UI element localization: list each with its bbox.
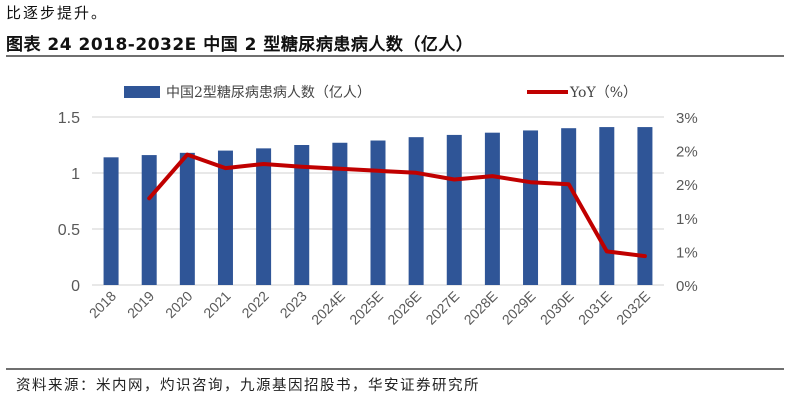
title-divider xyxy=(6,55,784,57)
right-y-tick-label: 2% xyxy=(676,144,698,161)
bar-2029E xyxy=(523,130,539,285)
x-tick-label: 2023 xyxy=(277,288,310,321)
source-divider xyxy=(6,368,784,370)
x-tick-label: 2020 xyxy=(162,288,195,321)
x-tick-label: 2022 xyxy=(238,288,271,321)
x-tick-label: 2026E xyxy=(384,288,424,328)
x-tick-label: 2025E xyxy=(346,288,386,328)
right-y-axis: 0% 1% 1% 2% 2% 3% xyxy=(676,110,698,295)
bar-2024E xyxy=(332,142,348,285)
bar-2023 xyxy=(294,145,310,285)
yoy-line xyxy=(147,152,647,259)
yoy-line-series xyxy=(147,152,647,259)
legend-line-label: YoY（%） xyxy=(569,85,637,101)
right-y-tick-label: 3% xyxy=(676,110,698,127)
bar-2026E xyxy=(408,137,424,285)
right-y-tick-label: 1% xyxy=(676,211,698,228)
bar-2018 xyxy=(103,157,119,285)
x-tick-label: 2027E xyxy=(422,288,462,328)
bar-2019 xyxy=(141,155,157,285)
left-y-axis: 0 0.5 1 1.5 xyxy=(58,110,80,295)
left-y-tick-label: 1 xyxy=(71,166,80,183)
x-tick-label: 2028E xyxy=(461,288,501,328)
x-tick-label: 2024E xyxy=(308,288,348,328)
bar-2032E xyxy=(637,127,653,285)
intro-text: 比逐步提升。 xyxy=(6,4,109,22)
right-y-tick-label: 2% xyxy=(676,177,698,194)
legend-bar-label: 中国2型糖尿病患病人数（亿人） xyxy=(166,85,371,101)
bar-2020 xyxy=(179,152,195,285)
left-y-tick-label: 0 xyxy=(71,278,80,295)
left-y-tick-label: 1.5 xyxy=(58,110,80,127)
bar-series xyxy=(103,127,653,285)
x-tick-label: 2030E xyxy=(537,288,577,328)
left-y-tick-label: 0.5 xyxy=(58,222,80,239)
x-tick-label: 2032E xyxy=(613,288,653,328)
x-tick-label: 2018 xyxy=(86,288,119,321)
bar-2031E xyxy=(599,127,615,285)
source-note: 资料来源：米内网，灼识咨询，九源基因招股书，华安证券研究所 xyxy=(16,378,480,394)
x-tick-label: 2029E xyxy=(499,288,539,328)
right-y-tick-label: 0% xyxy=(676,278,698,295)
right-y-tick-label: 1% xyxy=(676,244,698,261)
legend-bar-swatch xyxy=(124,86,160,98)
x-tick-label: 2019 xyxy=(124,288,157,321)
bar-2028E xyxy=(484,132,500,285)
x-tick-label: 2031E xyxy=(575,288,615,328)
x-tick-label: 2021 xyxy=(200,288,233,321)
bar-2027E xyxy=(446,134,462,285)
bar-2030E xyxy=(561,128,577,285)
figure-title: 图表 24 2018-2032E 中国 2 型糖尿病患病人数（亿人） xyxy=(6,35,474,55)
bar-2021 xyxy=(217,150,233,285)
bar-2025E xyxy=(370,140,386,285)
combo-chart: 中国2型糖尿病患病人数（亿人） YoY（%） 0 0.5 1 1.5 0% 1% 1% 2%… xyxy=(58,85,698,328)
bar-2022 xyxy=(256,148,272,285)
x-axis: 2018 2019 2020 2021 2022 20232024E2025E2026E2… xyxy=(86,288,653,328)
chart-legend: 中国2型糖尿病患病人数（亿人） YoY（%） xyxy=(124,85,637,101)
